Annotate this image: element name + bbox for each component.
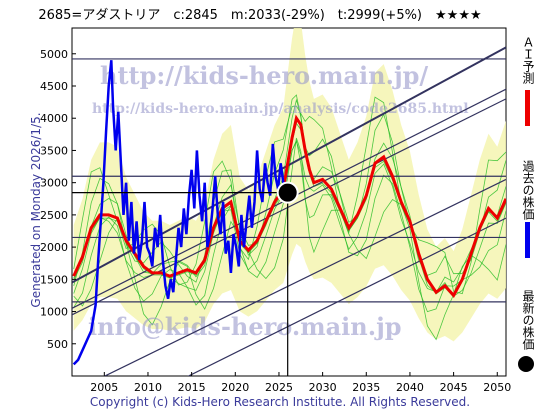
legend-latest-price-label: 最新の株価 [521, 290, 535, 350]
forecast-band-line [73, 96, 506, 295]
y-tick-label: 4000 [40, 112, 68, 125]
x-tick-label: 2010 [134, 381, 162, 394]
forecast-band-line [73, 137, 506, 341]
legend-ai-forecast-swatch [525, 90, 530, 126]
y-tick-label: 4500 [40, 80, 68, 93]
series-group [72, 60, 506, 366]
watermark-url: http://kids-hero.main.jp/ [100, 61, 428, 90]
x-tick-label: 2025 [265, 381, 293, 394]
y-tick-label: 500 [47, 338, 68, 351]
generated-note: Generated on Monday 2026/1/5. [29, 112, 43, 308]
latest-marker-group [72, 181, 299, 376]
x-tick-label: 2020 [221, 381, 249, 394]
y-tick-label: 3500 [40, 144, 68, 157]
x-tick-label: 2015 [178, 381, 206, 394]
horizontal-level-group [72, 58, 506, 303]
x-tick-label: 2030 [309, 381, 337, 394]
legend-latest-price: 最新の株価 [520, 290, 537, 350]
y-tick-label: 1000 [40, 306, 68, 319]
legend-ai-forecast: ＡＩ予測 [520, 36, 537, 84]
trend-channel-line [187, 217, 506, 376]
legend-past-price: 過去の株価 [520, 160, 537, 220]
forecast-band-line [73, 98, 506, 294]
y-tick-label: 2500 [40, 209, 68, 222]
trend-channel-line [103, 178, 506, 376]
forecast-band-line [73, 139, 506, 313]
trend-channel-line [72, 98, 506, 316]
legend-past-price-swatch [525, 222, 530, 258]
legend-ai-forecast-label: ＡＩ予測 [521, 36, 535, 84]
watermark-analysis-url: http://kids-hero.main.jp/analysis/code26… [92, 101, 469, 117]
watermark-email: info@kids-hero.main.jp [88, 312, 402, 341]
x-axis-ticks: 2005 2010 2015 2020 2025 2030 2035 2040 2045 2050 [90, 372, 511, 394]
x-tick-label: 2035 [352, 381, 380, 394]
y-tick-label: 2000 [40, 241, 68, 254]
y-tick-label: 5000 [40, 48, 68, 61]
chart-title: 2685=アダストリア c:2845 m:2033(-29%) t:2999(+… [38, 8, 482, 23]
copyright-text: Copyright (c) Kids-Hero Research Institu… [89, 395, 471, 409]
latest-price-marker [276, 181, 299, 204]
ai-forecast-line [72, 114, 506, 298]
legend-latest-marker-icon [518, 356, 534, 372]
y-tick-label: 1500 [40, 273, 68, 286]
x-tick-label: 2005 [90, 381, 118, 394]
watermark-group: http://kids-hero.main.jp/ http://kids-he… [88, 61, 469, 341]
trend-channel-line [72, 46, 506, 284]
x-tick-label: 2050 [483, 381, 511, 394]
x-tick-label: 2040 [396, 381, 424, 394]
legend-past-price-label: 過去の株価 [521, 160, 535, 220]
y-tick-label: 3000 [40, 177, 68, 190]
y-axis-ticks: 500 1000 1500 2000 2500 3000 3500 4000 4500 5000 [40, 48, 76, 351]
past-price-line [72, 60, 289, 366]
x-tick-label: 2045 [440, 381, 468, 394]
